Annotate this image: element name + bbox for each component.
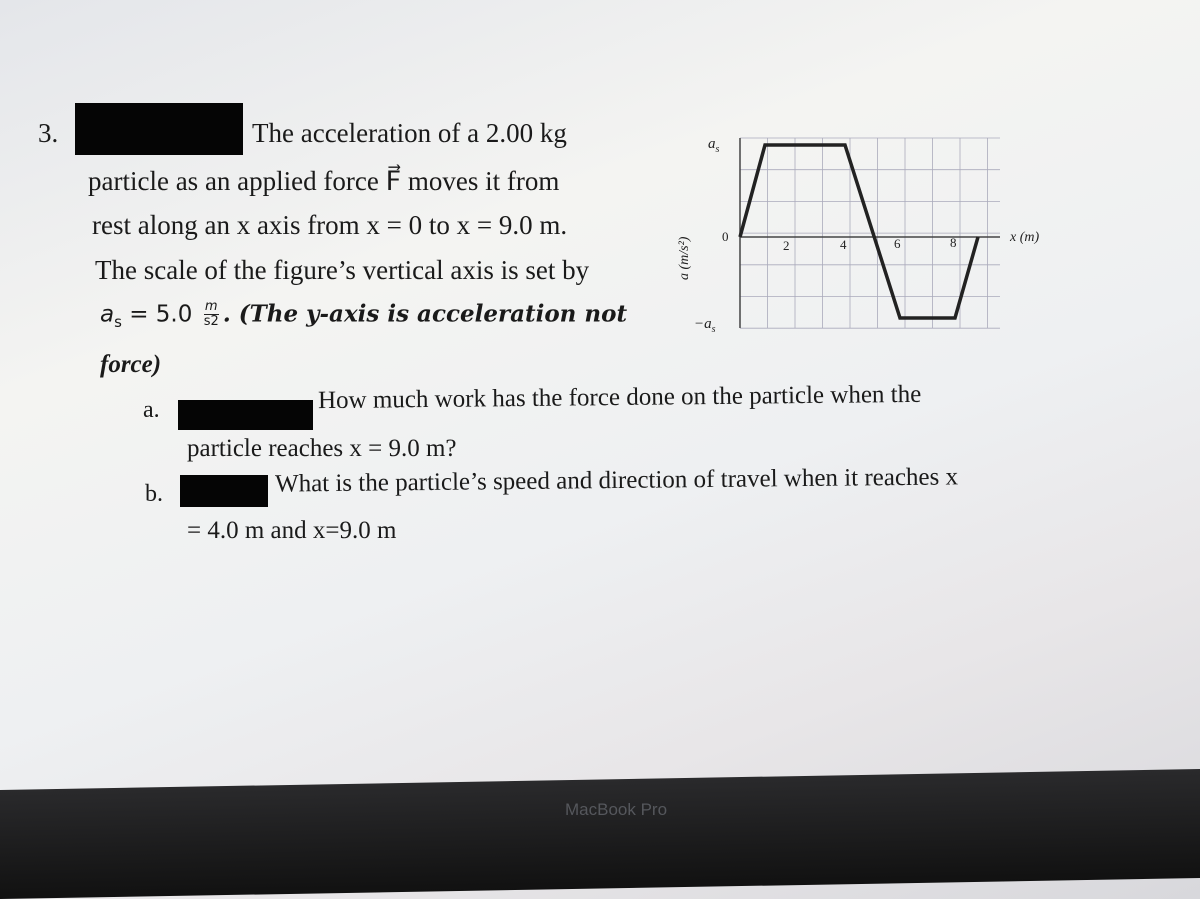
scale-note: . (The y-axis is acceleration not: [222, 300, 628, 328]
x-tick-label: 2: [783, 238, 790, 253]
symbol: a: [100, 301, 115, 328]
redaction: [180, 475, 268, 507]
figure: as −as 0 2 4 6 8 x (m) a (m/s²): [677, 136, 1039, 335]
x-axis-label: x (m): [1009, 230, 1039, 245]
text-line: What is the particle’s speed and directi…: [274, 463, 959, 498]
text-line: force): [100, 351, 162, 378]
text-line: rest along an x axis from x = 0 to x = 9…: [92, 210, 568, 240]
zero-label: 0: [722, 229, 729, 244]
unit-num: m: [203, 299, 219, 316]
text-line: The acceleration of a 2.00 kg: [252, 118, 567, 148]
x-tick-label: 4: [840, 237, 847, 252]
laptop-bezel: [0, 769, 1200, 899]
x-tick-label: 6: [894, 236, 901, 251]
part-label: a.: [143, 397, 160, 423]
part-label: b.: [145, 481, 163, 507]
brand: MacBook Pro: [565, 800, 668, 819]
text-line: The scale of the figure’s vertical axis …: [95, 255, 590, 285]
text-line: = 4.0 m and x=9.0 m: [187, 517, 397, 544]
unit: m s2: [203, 299, 219, 330]
y-bottom-label: −as: [694, 316, 716, 335]
text-line: How much work has the force done on the …: [317, 380, 922, 415]
y-top-label: as: [708, 136, 720, 155]
redaction: [75, 103, 243, 155]
text-line: particle reaches x = 9.0 m?: [187, 435, 457, 462]
equals: = 5.0: [129, 301, 193, 328]
screen: 3. The acceleration of a 2.00 kg particl…: [38, 103, 1039, 544]
subscript: s: [114, 312, 122, 331]
graph-line: [738, 143, 980, 320]
unit-den: s2: [203, 314, 219, 330]
text-line: particle as an applied force F⃗ moves it…: [88, 166, 560, 196]
redaction: [178, 400, 313, 430]
scale-line: as = 5.0 m s2. (The y-axis is acceleratio…: [100, 299, 628, 331]
grid: [739, 137, 1000, 329]
y-axis-label: a (m/s²): [677, 236, 692, 280]
x-tick-label: 8: [950, 235, 957, 250]
problem-number: 3.: [38, 118, 59, 148]
